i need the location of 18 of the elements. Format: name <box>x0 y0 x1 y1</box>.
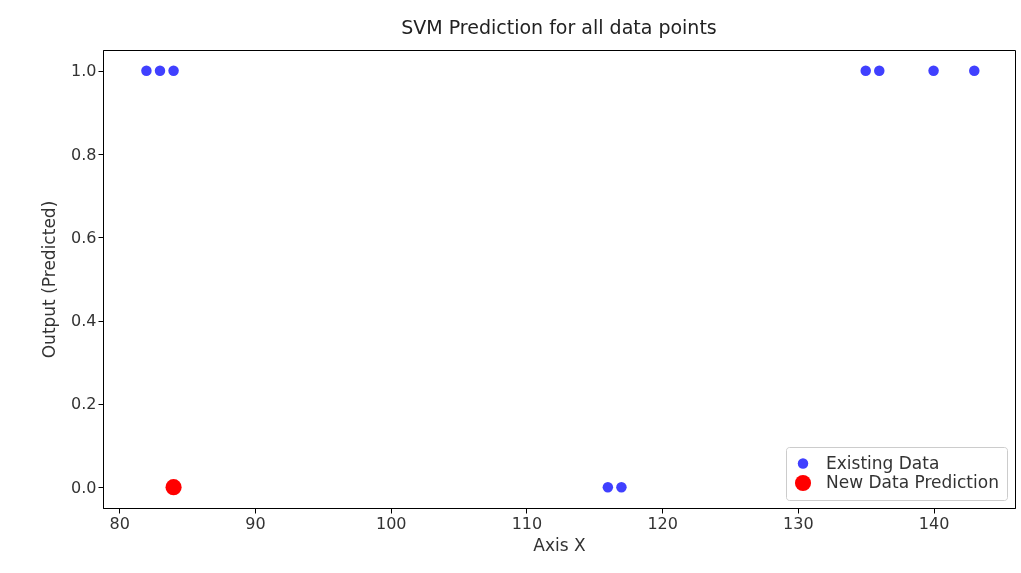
legend-label: Existing Data <box>826 452 940 473</box>
x-tick-label: 110 <box>511 513 543 533</box>
x-tick-label: 90 <box>245 513 266 533</box>
y-tick-label: 0.6 <box>71 227 97 247</box>
x-tick-label: 120 <box>647 513 678 533</box>
x-tick-label: 140 <box>918 513 950 533</box>
x-axis-title: Axis X <box>533 534 587 555</box>
x-tick-label: 130 <box>783 513 814 533</box>
y-tick-label: 0.0 <box>71 477 97 497</box>
y-tick-label: 0.2 <box>71 394 97 414</box>
chart-title: SVM Prediction for all data points <box>401 16 717 38</box>
y-tick-label: 0.8 <box>71 144 97 164</box>
x-tick-label: 80 <box>109 513 130 533</box>
y-tick-label: 1.0 <box>71 61 97 81</box>
y-axis-title: Output (Predicted) <box>39 200 60 359</box>
y-tick-label: 0.4 <box>71 311 97 331</box>
legend-label: New Data Prediction <box>826 472 999 492</box>
x-tick-label: 100 <box>375 513 407 533</box>
